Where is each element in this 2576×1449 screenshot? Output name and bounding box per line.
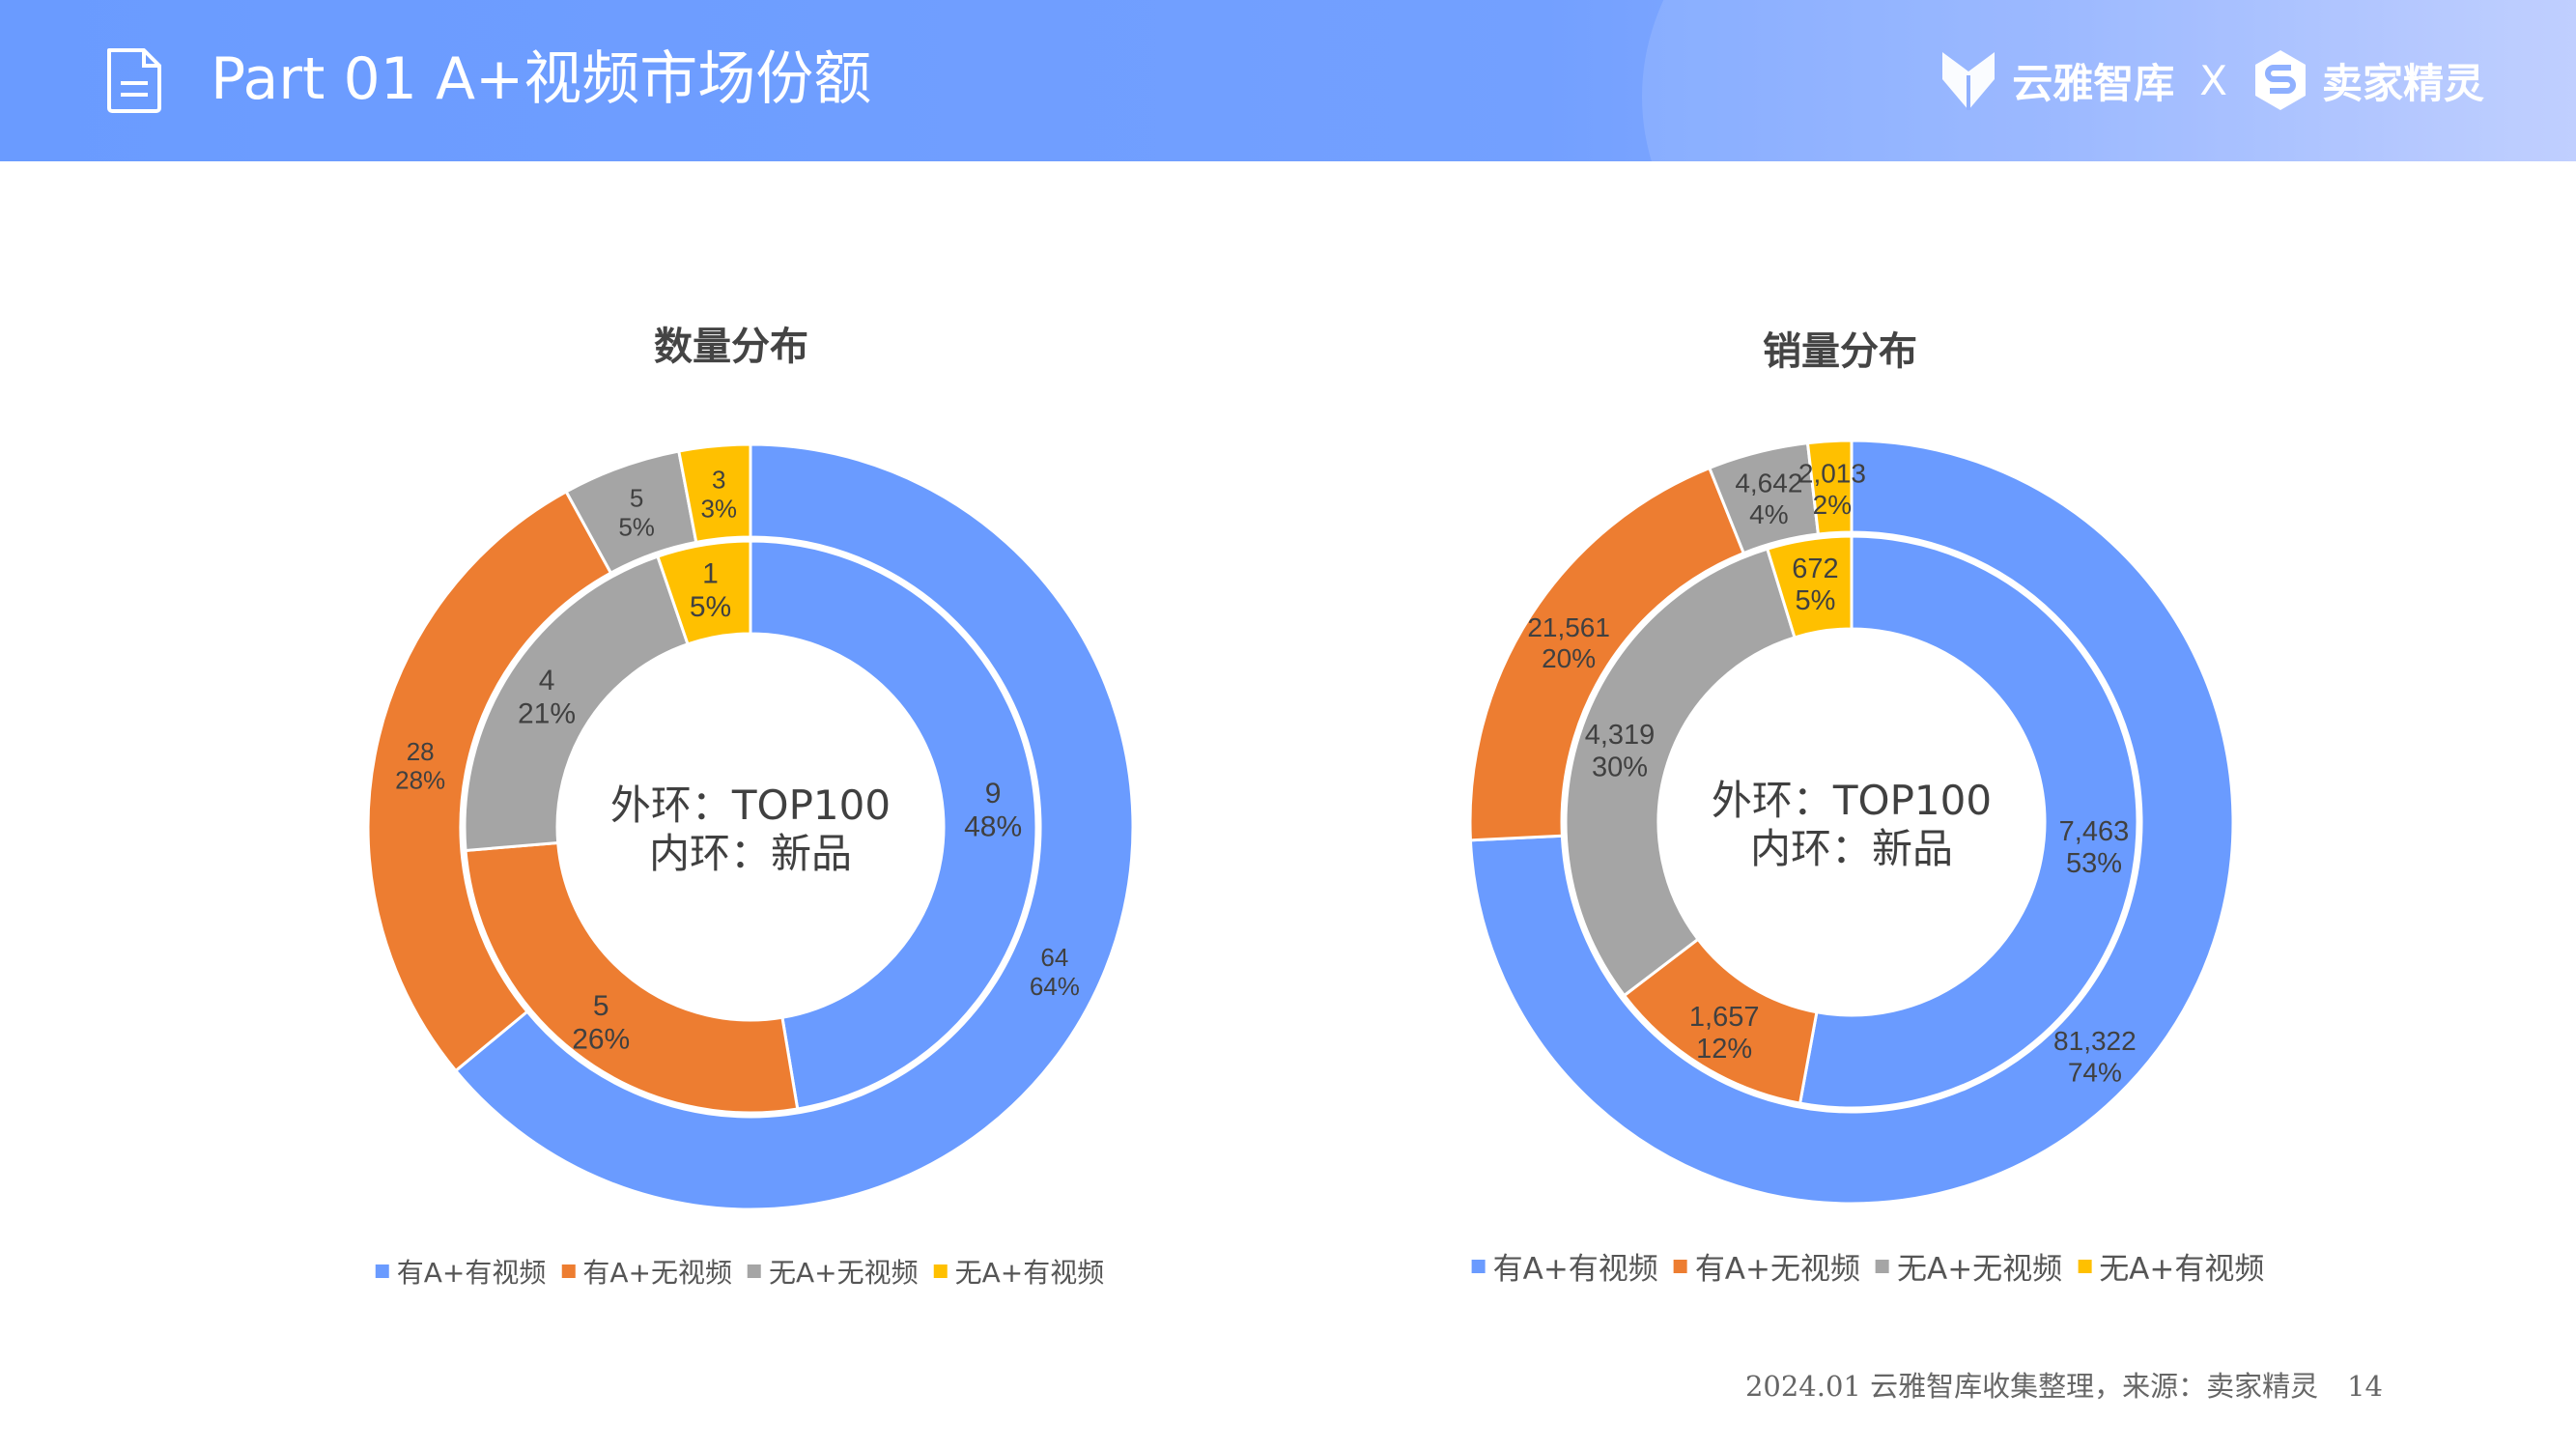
legend-swatch <box>1876 1259 1889 1273</box>
legend-label: 无A+有视频 <box>954 1257 1105 1289</box>
center-text: 外环：TOP100 <box>610 781 891 829</box>
legend-swatch <box>1673 1259 1687 1273</box>
legend-label: 无A+无视频 <box>769 1257 919 1289</box>
chart-title-sales: 销量分布 <box>1763 329 1917 374</box>
page-title: Part 01 A+视频市场份额 <box>211 45 872 113</box>
slice-outer-3 <box>677 442 752 545</box>
slice-inner-3 <box>655 539 752 646</box>
slice-outer-1 <box>366 489 613 1073</box>
legend-item: 无A+有视频 <box>2078 1244 2264 1288</box>
center-text: 外环：TOP100 <box>1712 777 1992 824</box>
legend-item: 无A+有视频 <box>933 1252 1105 1291</box>
center-text: 内环：新品 <box>1750 825 1953 872</box>
sellersprite-logo-icon <box>2254 50 2306 110</box>
legend-swatch <box>1471 1259 1486 1273</box>
slice-outer-3 <box>1805 439 1854 536</box>
footer: 2024.01 云雅智库收集整理，来源：卖家精灵 14 <box>1745 1364 2383 1405</box>
legend-swatch <box>561 1264 576 1278</box>
legend-sales: 有A+有视频 有A+无视频 无A+无视频 无A+有视频 <box>1471 1244 2264 1288</box>
data-label-inner-0: 9 48% <box>964 778 1022 843</box>
data-label-inner-0: 7,463 53% <box>2059 816 2130 879</box>
slice-inner-2 <box>1564 547 1797 998</box>
document-icon <box>107 48 161 113</box>
legend-item: 有A+有视频 <box>375 1252 547 1291</box>
data-label-outer-3: 2,013 2% <box>1798 459 1866 520</box>
legend-item: 有A+无视频 <box>561 1252 732 1291</box>
legend-label: 有A+无视频 <box>1694 1252 1860 1287</box>
legend-item: 有A+无视频 <box>1673 1244 1860 1288</box>
legend-swatch <box>375 1264 389 1278</box>
legend-quantity: 有A+有视频 有A+无视频 无A+无视频 无A+有视频 <box>375 1252 1105 1291</box>
slice-inner-0 <box>1798 534 2139 1110</box>
legend-label: 有A+有视频 <box>396 1257 547 1289</box>
legend-label: 无A+无视频 <box>1897 1252 2063 1287</box>
data-label-inner-3: 672 5% <box>1792 554 1838 616</box>
header-decoration <box>1642 0 2576 161</box>
data-label-outer-0: 81,322 74% <box>2053 1026 2137 1087</box>
header-bar: Part 01 A+视频市场份额 云雅智库 X 卖家精灵 <box>0 0 2576 161</box>
legend-label: 有A+无视频 <box>582 1257 732 1289</box>
page-number: 14 <box>2347 1370 2383 1403</box>
legend-label: 无A+有视频 <box>2099 1252 2265 1287</box>
brand-separator: X <box>2199 56 2227 104</box>
slice-inner-0 <box>749 539 1038 1111</box>
yunya-logo-icon <box>1942 52 1996 110</box>
data-label-inner-2: 4 21% <box>518 665 576 730</box>
legend-item: 无A+无视频 <box>748 1252 919 1291</box>
source-note: 2024.01 云雅智库收集整理，来源：卖家精灵 <box>1744 1370 2319 1403</box>
data-label-inner-2: 4,319 30% <box>1585 720 1656 782</box>
data-label-outer-3: 3 3% <box>700 466 737 524</box>
slice-outer-0 <box>1468 439 2235 1206</box>
legend-swatch <box>2078 1259 2092 1273</box>
legend-swatch <box>933 1264 948 1278</box>
data-label-inner-1: 5 26% <box>572 990 630 1056</box>
slice-outer-0 <box>453 442 1135 1211</box>
data-label-outer-1: 28 28% <box>395 737 445 795</box>
brand-sellersprite: 卖家精灵 <box>2321 59 2484 107</box>
center-text: 内环：新品 <box>649 830 852 877</box>
slice-inner-2 <box>463 554 690 853</box>
legend-swatch <box>748 1264 761 1278</box>
slice-inner-1 <box>464 840 800 1115</box>
data-label-outer-1: 21,561 20% <box>1527 612 1610 673</box>
data-label-inner-1: 1,657 12% <box>1689 1002 1760 1065</box>
data-label-outer-2: 4,642 4% <box>1735 469 1802 529</box>
data-label-inner-3: 1 5% <box>690 557 731 623</box>
legend-label: 有A+有视频 <box>1492 1252 1658 1287</box>
legend-item: 有A+有视频 <box>1471 1244 1658 1288</box>
legend-item: 无A+无视频 <box>1876 1244 2062 1288</box>
data-label-outer-2: 5 5% <box>618 484 655 542</box>
data-label-outer-0: 64 64% <box>1030 943 1080 1001</box>
slice-inner-3 <box>1765 534 1854 639</box>
brand-yunya: 云雅智库 <box>2012 59 2175 107</box>
chart-title-quantity: 数量分布 <box>654 325 808 369</box>
brand-logos: 云雅智库 X 卖家精灵 <box>1939 46 2484 114</box>
